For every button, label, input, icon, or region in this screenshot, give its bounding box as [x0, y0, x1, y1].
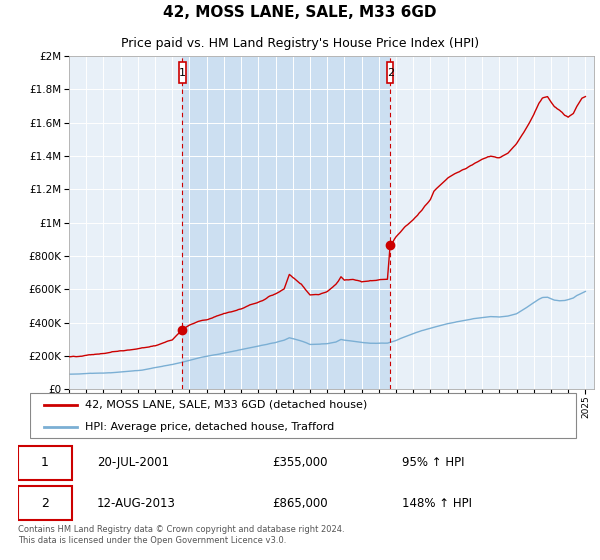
Text: Price paid vs. HM Land Registry's House Price Index (HPI): Price paid vs. HM Land Registry's House …: [121, 37, 479, 50]
Text: Contains HM Land Registry data © Crown copyright and database right 2024.
This d: Contains HM Land Registry data © Crown c…: [18, 525, 344, 545]
FancyBboxPatch shape: [18, 486, 71, 520]
Text: HPI: Average price, detached house, Trafford: HPI: Average price, detached house, Traf…: [85, 422, 334, 432]
FancyBboxPatch shape: [30, 394, 577, 438]
FancyBboxPatch shape: [18, 446, 71, 480]
Text: 2: 2: [41, 497, 49, 510]
Text: 20-JUL-2001: 20-JUL-2001: [97, 456, 169, 469]
Text: 148% ↑ HPI: 148% ↑ HPI: [401, 497, 472, 510]
Text: £355,000: £355,000: [272, 456, 328, 469]
Text: 95% ↑ HPI: 95% ↑ HPI: [401, 456, 464, 469]
Text: £865,000: £865,000: [272, 497, 328, 510]
FancyBboxPatch shape: [179, 62, 185, 83]
Text: 42, MOSS LANE, SALE, M33 6GD: 42, MOSS LANE, SALE, M33 6GD: [163, 5, 437, 20]
FancyBboxPatch shape: [387, 62, 394, 83]
Text: 12-AUG-2013: 12-AUG-2013: [97, 497, 176, 510]
Text: 2: 2: [387, 68, 394, 78]
Bar: [182, 56, 391, 389]
Text: 1: 1: [41, 456, 49, 469]
Text: 1: 1: [179, 68, 186, 78]
Text: 42, MOSS LANE, SALE, M33 6GD (detached house): 42, MOSS LANE, SALE, M33 6GD (detached h…: [85, 400, 367, 410]
